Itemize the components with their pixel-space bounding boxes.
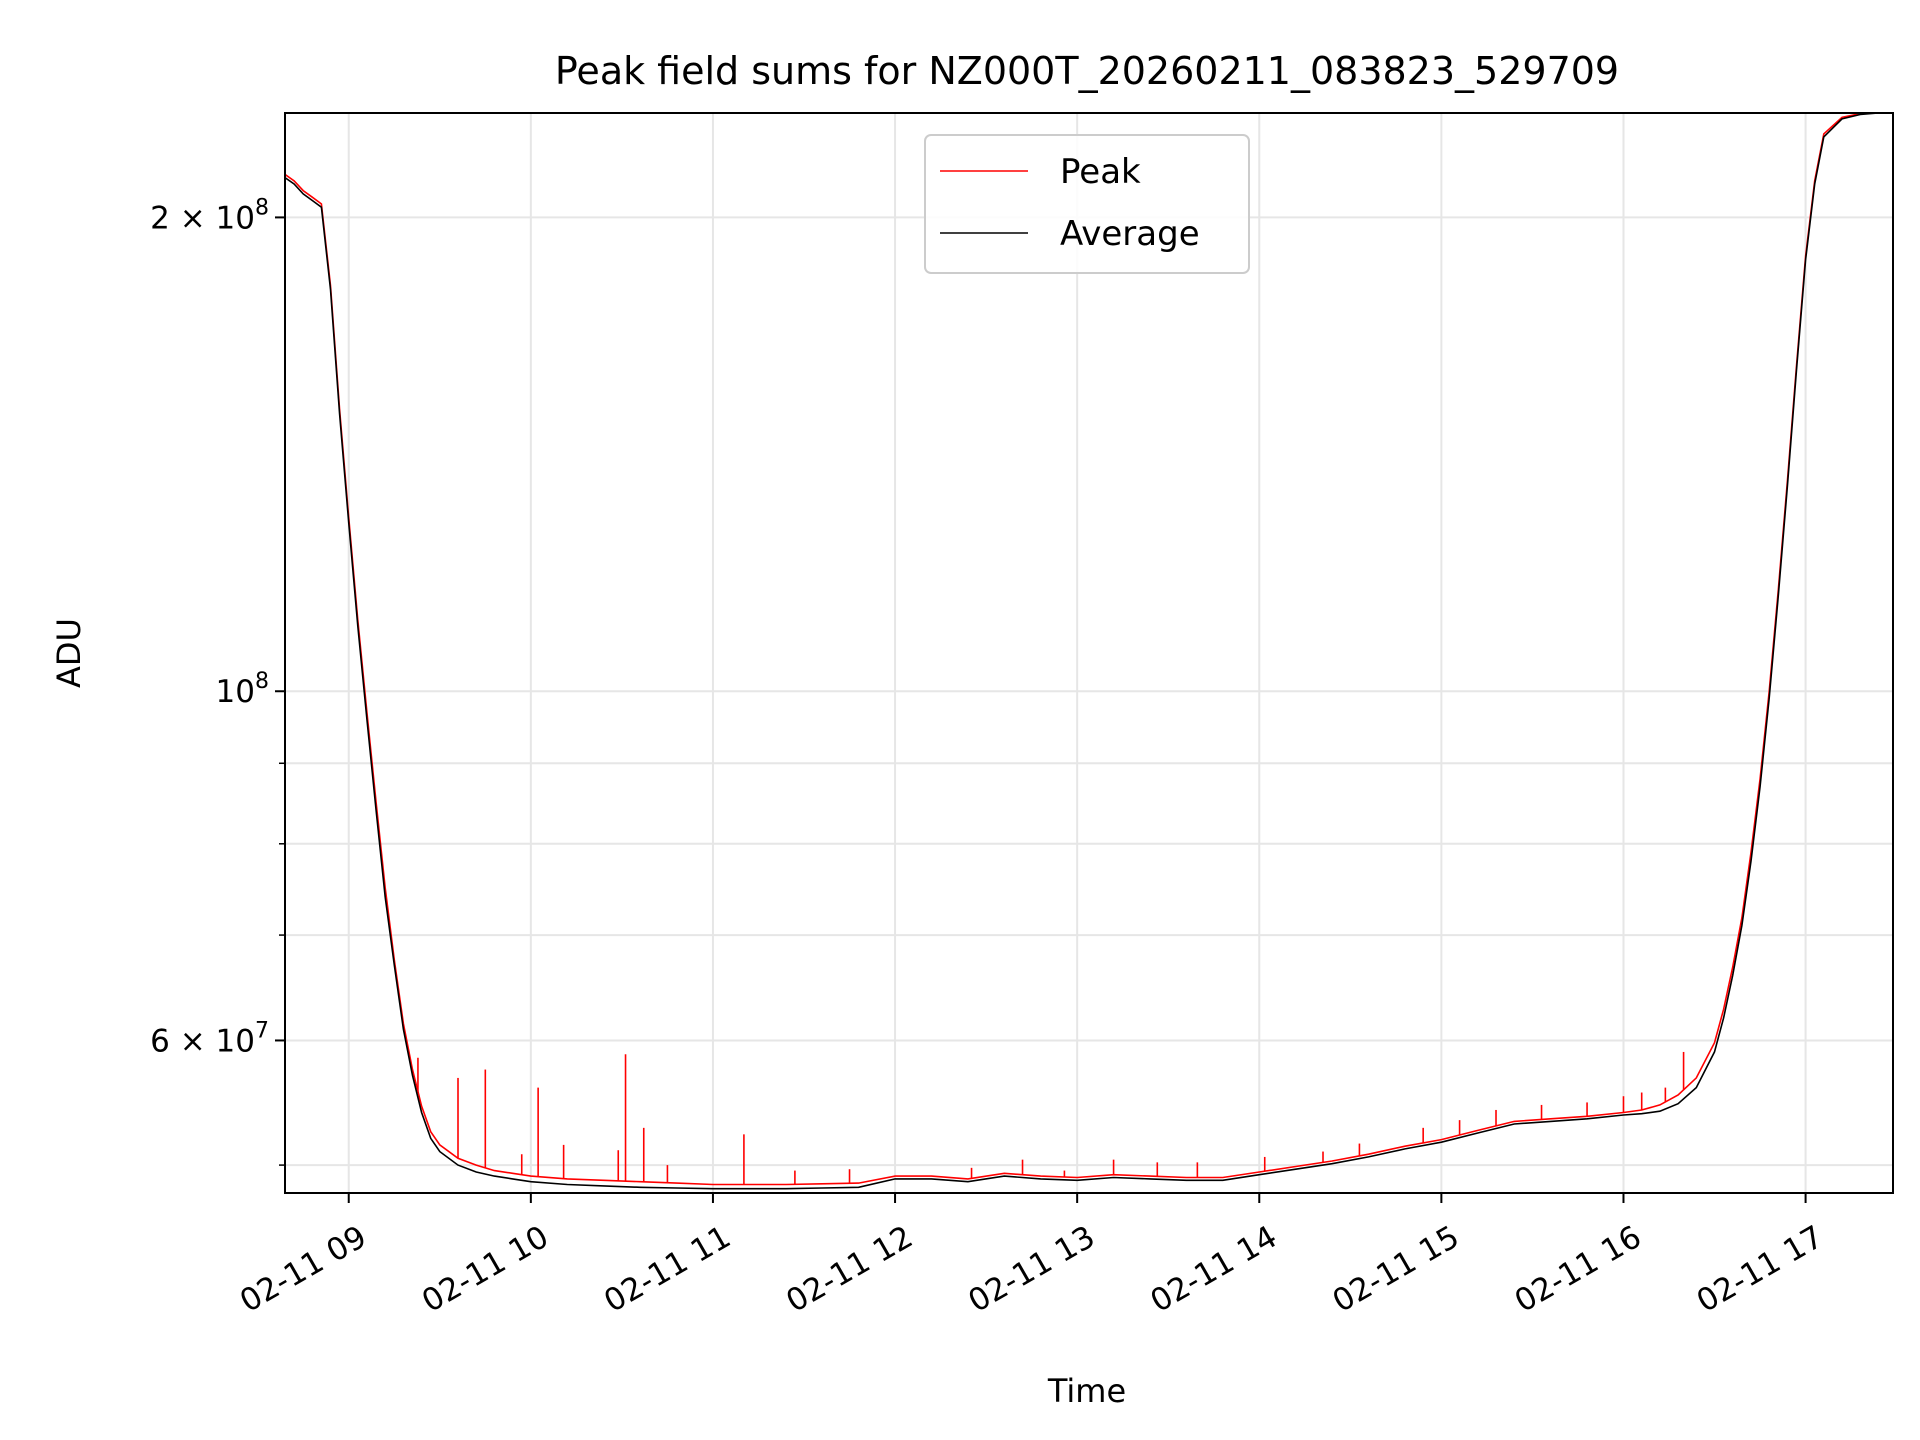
x-tick-label: 02-11 16	[1509, 1219, 1648, 1320]
legend: Peak Average	[924, 134, 1250, 274]
y-axis: 2 × 108 108 6 × 107	[150, 195, 285, 1166]
series-layer	[285, 113, 1893, 1190]
legend-box	[924, 134, 1250, 274]
y-axis-label: ADU	[50, 618, 88, 688]
x-tick-label: 02-11 12	[780, 1219, 919, 1320]
chart-title: Peak field sums for NZ000T_20260211_0838…	[555, 49, 1619, 93]
plot-background	[285, 113, 1893, 1193]
x-tick-label: 02-11 17	[1691, 1219, 1830, 1320]
x-tick-label: 02-11 13	[962, 1219, 1101, 1320]
x-tick-label: 02-11 15	[1327, 1219, 1466, 1320]
y-tick-label: 108	[216, 669, 269, 710]
x-axis: 02-11 09 02-11 10 02-11 11 02-11 12 02-11 13…	[234, 1193, 1830, 1320]
y-tick-label: 2 × 108	[150, 195, 269, 236]
x-tick-label: 02-11 14	[1145, 1219, 1284, 1320]
series-average-line	[285, 113, 1893, 1190]
plot-frame	[284, 112, 1894, 1194]
x-axis-label: Time	[1047, 1372, 1126, 1410]
legend-label-peak: Peak	[1060, 152, 1141, 192]
x-tick-label: 02-11 10	[416, 1219, 555, 1320]
x-tick-label: 02-11 09	[234, 1219, 373, 1320]
x-tick-label: 02-11 11	[598, 1219, 737, 1320]
legend-label-average: Average	[1060, 214, 1200, 254]
y-tick-label: 6 × 107	[150, 1018, 269, 1059]
